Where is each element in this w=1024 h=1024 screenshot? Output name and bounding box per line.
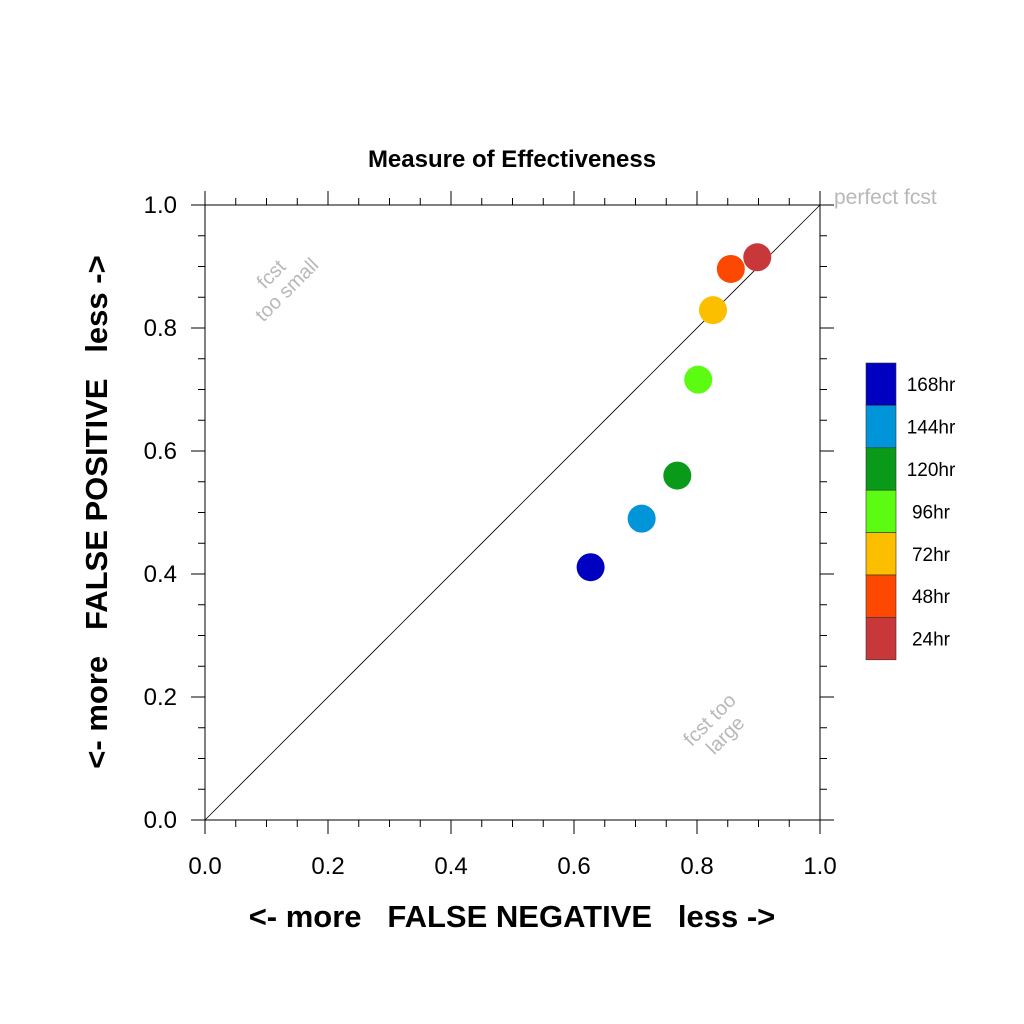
point-96hr [684, 365, 713, 394]
legend-swatch-168hr [865, 362, 897, 406]
y-tick-label: 0.2 [144, 684, 177, 711]
legend-swatch-120hr [865, 447, 897, 491]
annotation-too-small-line-2: too small [251, 254, 323, 326]
perfect-forecast-label: perfect fcst [834, 186, 937, 209]
point-72hr [698, 296, 727, 325]
y-tick-label: 0.0 [144, 807, 177, 834]
y-tick-label: 1.0 [144, 192, 177, 219]
y-tick-label: 0.4 [144, 561, 177, 588]
legend-swatch-24hr [865, 617, 897, 661]
legend-label-72hr: 72hr [912, 545, 951, 566]
x-tick-label: 0.2 [311, 853, 344, 880]
axis-ticks [191, 191, 834, 834]
x-tick-label: 0.8 [680, 853, 713, 880]
data-points [576, 243, 772, 582]
y-tick-labels: 0.0 0.2 0.4 0.6 0.8 1.0 [144, 192, 177, 834]
y-tick-label: 0.8 [144, 315, 177, 342]
legend-swatch-48hr [865, 574, 897, 618]
point-24hr [743, 243, 772, 272]
y-tick-label: 0.6 [144, 438, 177, 465]
legend-label-96hr: 96hr [912, 502, 951, 523]
point-48hr [716, 254, 745, 283]
x-tick-label: 1.0 [803, 853, 836, 880]
x-tick-label: 0.6 [557, 853, 590, 880]
chart-title: Measure of Effectiveness [368, 146, 656, 173]
point-144hr [627, 504, 656, 533]
annotation-too-small: fcst too small [251, 254, 323, 326]
legend-label-24hr: 24hr [912, 630, 951, 651]
x-axis-label: <- more FALSE NEGATIVE less -> [249, 899, 776, 934]
legend-label-168hr: 168hr [907, 375, 956, 396]
x-tick-labels: 0.0 0.2 0.4 0.6 0.8 1.0 [188, 853, 836, 880]
point-120hr [663, 461, 692, 490]
legend: 168hr 144hr 120hr 96hr 72hr 48hr 24hr [865, 362, 956, 661]
annotation-too-large: fcst too large [680, 690, 750, 760]
y-axis-label: <- more FALSE POSITIVE less -> [79, 255, 114, 768]
point-168hr [576, 553, 605, 582]
legend-label-144hr: 144hr [907, 418, 956, 439]
legend-label-48hr: 48hr [912, 587, 951, 608]
legend-swatch-96hr [865, 489, 897, 533]
legend-label-120hr: 120hr [907, 460, 956, 481]
legend-swatch-72hr [865, 532, 897, 576]
x-tick-label: 0.4 [434, 853, 467, 880]
x-tick-label: 0.0 [188, 853, 221, 880]
legend-swatch-144hr [865, 405, 897, 449]
